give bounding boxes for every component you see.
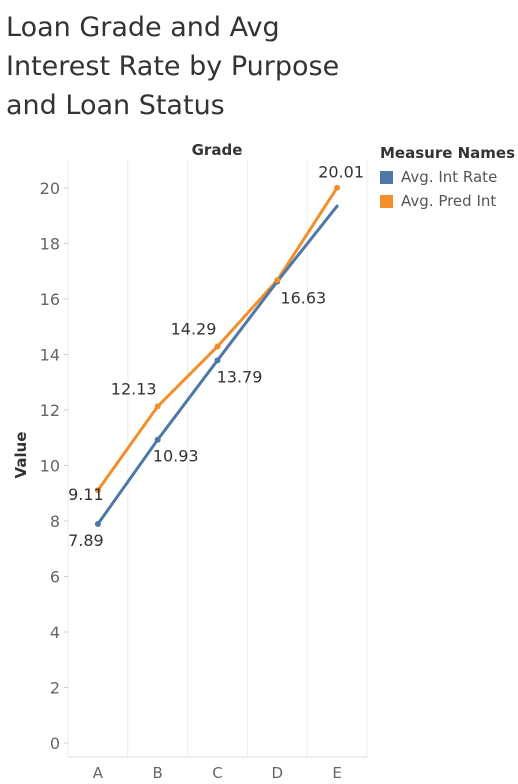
legend-label: Avg. Int Rate (401, 168, 498, 186)
data-label: 14.29 (171, 319, 217, 338)
y-tick-label: 18 (40, 235, 60, 254)
legend-item-int-rate[interactable]: Avg. Int Rate (380, 165, 515, 189)
data-point[interactable] (274, 277, 281, 284)
data-point[interactable] (334, 184, 341, 191)
y-tick-label: 14 (40, 346, 60, 365)
legend: Measure Names Avg. Int Rate Avg. Pred In… (380, 144, 515, 213)
x-axis: A B C D E (68, 756, 367, 782)
x-tick-label: D (272, 764, 284, 782)
legend-swatch (380, 170, 393, 184)
y-tick-label: 2 (50, 679, 60, 698)
series-line (96, 186, 339, 492)
data-point[interactable] (154, 436, 161, 443)
grid-lines (67, 160, 368, 757)
legend-item-pred-int[interactable]: Avg. Pred Int (380, 189, 515, 213)
data-label: 9.11 (68, 485, 104, 504)
data-label: 20.01 (318, 163, 364, 182)
y-tick-label: 20 (40, 179, 60, 198)
x-tick-label: B (153, 764, 163, 782)
data-label: 13.79 (217, 367, 263, 386)
y-axis-title: Value (12, 432, 30, 479)
legend-label: Avg. Pred Int (401, 192, 497, 210)
data-label: 7.89 (68, 531, 104, 550)
data-label: 12.13 (111, 379, 157, 398)
series-line (96, 204, 339, 526)
y-tick-label: 16 (40, 290, 60, 309)
y-tick-label: 12 (40, 401, 60, 420)
x-tick-label: C (212, 764, 222, 782)
column-header: Grade (192, 141, 243, 159)
x-tick-label: A (93, 764, 104, 782)
series-lines (94, 184, 341, 528)
data-point[interactable] (94, 487, 101, 494)
data-point[interactable] (154, 403, 161, 410)
legend-swatch (380, 194, 393, 208)
data-label: 10.93 (153, 447, 199, 466)
chart-title: Loan Grade and Avg Interest Rate by Purp… (6, 12, 340, 121)
data-point[interactable] (94, 521, 101, 528)
legend-title: Measure Names (380, 144, 516, 162)
y-tick-label: 6 (50, 568, 60, 587)
y-tick-label: 8 (50, 512, 60, 531)
data-point[interactable] (214, 343, 221, 350)
x-tick-label: E (332, 764, 341, 782)
data-point[interactable] (214, 357, 221, 364)
y-tick-label: 10 (40, 457, 60, 476)
y-axis: 0 2 4 6 8 10 12 14 16 18 20 (40, 179, 68, 753)
data-label: 16.63 (280, 289, 326, 308)
y-tick-label: 0 (50, 734, 60, 753)
data-labels: 7.89 10.93 13.79 16.63 9.11 12.13 14.29 20.01 (68, 163, 364, 550)
y-tick-label: 4 (50, 623, 60, 642)
